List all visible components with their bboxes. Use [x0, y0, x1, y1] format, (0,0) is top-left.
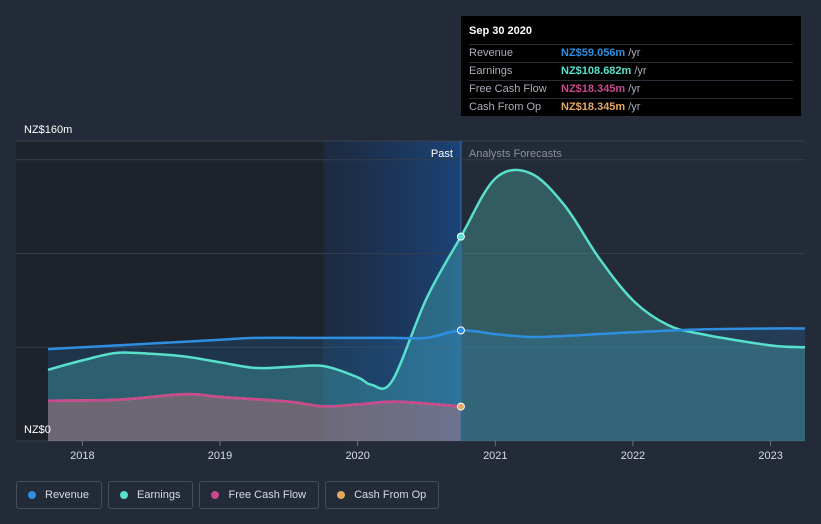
revenue-line: [47, 327, 806, 351]
recent-highlight-region: [323, 141, 461, 441]
legend-item-revenue[interactable]: Revenue: [16, 481, 103, 509]
data-tooltip: Sep 30 2020 Revenue NZ$59.056m/yr Earnings…: [461, 16, 801, 116]
past-label: Past: [431, 148, 453, 160]
analysts-forecasts-label: Analysts Forecasts: [469, 148, 562, 160]
legend-item-free-cash-flow[interactable]: Free Cash Flow: [199, 481, 320, 509]
x-tick-label: 2023: [758, 450, 782, 462]
x-axis-ticks: 2018 2019 2020 2021 2022 2023: [70, 441, 783, 462]
legend-dot-icon: [337, 491, 346, 499]
gridlines: [16, 140, 805, 442]
y-axis-max-label: NZ$160m: [24, 124, 72, 136]
tooltip-row-label: Revenue: [469, 47, 514, 59]
tooltip-row-earnings: Earnings NZ$108.682m/yr: [469, 62, 793, 80]
tooltip-row-free-cash-flow: Free Cash Flow NZ$18.345m/yr: [469, 80, 793, 98]
legend-dot-icon: [211, 491, 220, 499]
earnings-area: [48, 169, 805, 441]
tooltip-row-value: NZ$18.345m: [561, 101, 626, 113]
tooltip-rows: Revenue NZ$59.056m/yr Earnings NZ$108.682m /…: [469, 44, 793, 116]
revenue-area: [48, 328, 805, 441]
x-tick-label: 2020: [345, 450, 369, 462]
tooltip-row-unit: /yr: [628, 47, 641, 59]
series-markers: [456, 232, 465, 411]
legend-item-label: Revenue: [45, 489, 90, 501]
tooltip-row-label: Earnings: [469, 65, 513, 77]
x-tick-label: 2019: [208, 450, 232, 462]
tooltip-row-value: NZ$108.682m: [561, 65, 632, 77]
revenue-marker: [456, 326, 465, 335]
x-tick-label: 2021: [483, 450, 507, 462]
legend-item-cash-from-op[interactable]: Cash From Op: [325, 481, 440, 509]
legend-item-label: Earnings: [137, 489, 181, 501]
tooltip-row-label: Free Cash Flow: [469, 83, 547, 95]
legend-dot-icon: [120, 491, 129, 499]
series-areas: [48, 169, 805, 441]
tooltip-row-label: Cash From Op: [469, 101, 542, 113]
legend-dot-icon: [28, 491, 36, 499]
free-cash-flow-line: [47, 392, 462, 408]
tooltip-row-revenue: Revenue NZ$59.056m/yr: [469, 44, 793, 62]
cash-from-op-area: [48, 394, 461, 441]
free-cash-flow-area: [48, 394, 461, 441]
x-tick-label: 2022: [621, 450, 645, 462]
tooltip-date: Sep 30 2020: [469, 25, 532, 37]
legend-item-label: Cash From Op: [354, 489, 427, 501]
chart-legend: Revenue Earnings Free Cash Flow Cash From O…: [16, 481, 445, 509]
tooltip-row-unit: /yr: [628, 83, 641, 95]
y-axis-min-label: NZ$0: [24, 424, 51, 436]
x-tick-label: 2018: [70, 450, 94, 462]
legend-item-earnings[interactable]: Earnings: [108, 481, 194, 509]
cash-from-op-marker: [456, 402, 465, 411]
tooltip-row-unit: /yr: [628, 101, 641, 113]
tooltip-row-unit: /yr: [634, 65, 647, 77]
legend-item-label: Free Cash Flow: [228, 489, 307, 501]
tooltip-row-value: NZ$18.345m: [561, 83, 626, 95]
earnings-marker: [456, 232, 465, 241]
tooltip-row-value: NZ$59.056m: [561, 47, 626, 59]
series-lines: [47, 168, 806, 408]
earnings-line: [47, 168, 806, 390]
tooltip-row-cash-from-op: Cash From Op NZ$18.345m/yr: [469, 98, 793, 116]
